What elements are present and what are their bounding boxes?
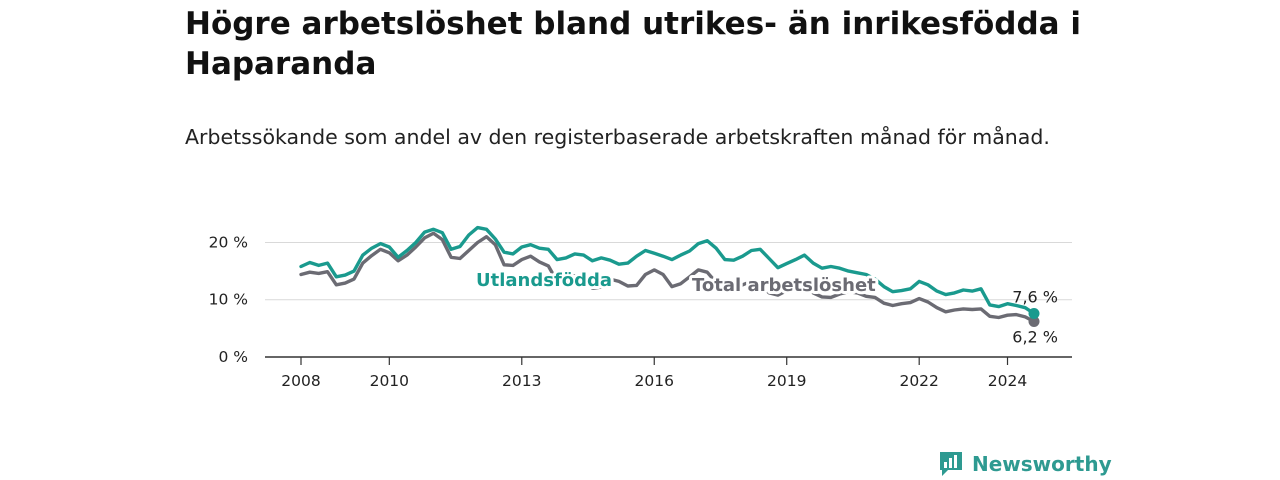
series-line-total <box>299 231 1036 324</box>
x-tick-label: 2022 <box>899 372 938 390</box>
x-tick-label: 2008 <box>281 372 320 390</box>
chart-title: Högre arbetslöshet bland utrikes- än inr… <box>185 6 1081 82</box>
series-line-utlandsfodda <box>299 225 1036 316</box>
y-tick-label: 20 % <box>209 233 248 251</box>
x-tick-label: 2016 <box>635 372 674 390</box>
end-markers: 7,6 % 6,2 % <box>1012 287 1058 346</box>
chart-subtitle: Arbetssökande som andel av den registerb… <box>185 125 1050 149</box>
x-axis: 2008 2010 2013 2016 2019 2022 2024 <box>281 357 1027 390</box>
line-chart: 0 % 10 % 20 % 2008 2010 2013 2016 2019 2022 2024… <box>209 225 1072 390</box>
brand-name: Newsworthy <box>972 452 1112 476</box>
bar-chart-icon <box>940 452 962 476</box>
y-axis-ticks: 0 % 10 % 20 % <box>209 233 248 366</box>
x-tick-label: 2024 <box>988 372 1027 390</box>
y-tick-label: 0 % <box>218 348 248 366</box>
series-lines <box>299 225 1036 324</box>
x-tick-label: 2010 <box>370 372 409 390</box>
x-tick-label: 2013 <box>502 372 541 390</box>
newsworthy-logo: Newsworthy <box>938 450 1112 478</box>
series-labels: Utlandsfödda Total arbetslöshet <box>473 267 879 299</box>
end-marker-utlandsfodda <box>1028 307 1040 319</box>
end-value-total: 6,2 % <box>1012 327 1058 346</box>
end-marker-total <box>1028 315 1040 327</box>
x-tick-label: 2019 <box>767 372 806 390</box>
y-tick-label: 10 % <box>209 291 248 309</box>
gridlines <box>265 241 1072 358</box>
series-label-utlandsfodda: Utlandsfödda <box>476 270 612 291</box>
series-label-total: Total arbetslöshet <box>692 275 876 296</box>
end-value-utlandsfodda: 7,6 % <box>1012 287 1058 306</box>
